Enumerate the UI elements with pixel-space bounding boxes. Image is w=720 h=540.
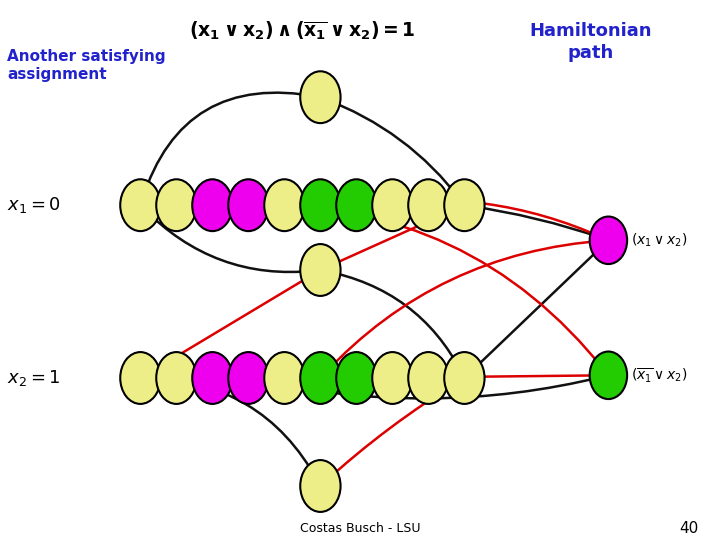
Text: Costas Busch - LSU: Costas Busch - LSU (300, 522, 420, 535)
Ellipse shape (336, 352, 377, 404)
Ellipse shape (300, 244, 341, 296)
Text: $x_1 = 0$: $x_1 = 0$ (7, 195, 61, 215)
Ellipse shape (228, 352, 269, 404)
Text: 40: 40 (679, 521, 698, 536)
Ellipse shape (444, 352, 485, 404)
Ellipse shape (192, 352, 233, 404)
Ellipse shape (228, 179, 269, 231)
Ellipse shape (590, 217, 627, 264)
Text: $x_2 = 1$: $x_2 = 1$ (7, 368, 60, 388)
Ellipse shape (408, 352, 449, 404)
Ellipse shape (120, 179, 161, 231)
Ellipse shape (156, 179, 197, 231)
Ellipse shape (264, 352, 305, 404)
Ellipse shape (372, 179, 413, 231)
Ellipse shape (300, 460, 341, 512)
Text: $(\overline{x_1} \vee x_2)$: $(\overline{x_1} \vee x_2)$ (631, 366, 688, 384)
Text: Hamiltonian
path: Hamiltonian path (529, 22, 652, 62)
Ellipse shape (300, 71, 341, 123)
Ellipse shape (192, 179, 233, 231)
Text: Another satisfying
assignment: Another satisfying assignment (7, 49, 166, 82)
Ellipse shape (156, 352, 197, 404)
Text: $(x_1 \vee x_2)$: $(x_1 \vee x_2)$ (631, 232, 688, 249)
Ellipse shape (590, 352, 627, 399)
Ellipse shape (336, 179, 377, 231)
Ellipse shape (120, 352, 161, 404)
Ellipse shape (444, 179, 485, 231)
Ellipse shape (300, 179, 341, 231)
Text: $\mathbf{(x_1 \vee x_2) \wedge (\overline{x_1} \vee x_2) = 1}$: $\mathbf{(x_1 \vee x_2) \wedge (\overlin… (189, 19, 415, 42)
Ellipse shape (372, 352, 413, 404)
Ellipse shape (300, 352, 341, 404)
Ellipse shape (408, 179, 449, 231)
Ellipse shape (264, 179, 305, 231)
